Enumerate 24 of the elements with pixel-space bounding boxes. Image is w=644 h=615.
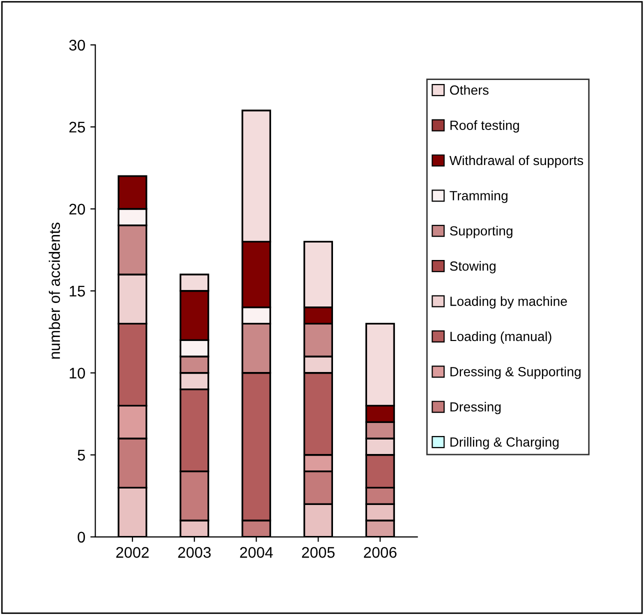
y-tick-label: 5 [78, 450, 85, 461]
legend-label: Stowing [450, 261, 496, 274]
y-tick-label: 10 [70, 368, 85, 379]
legend-label: Loading by machine [450, 296, 567, 309]
legend-label: Roof testing [450, 120, 519, 133]
x-tick-label: 2006 [364, 547, 396, 558]
legend-label: Supporting [450, 226, 512, 238]
legend-label: Dressing [450, 402, 501, 414]
y-tick-label: 25 [69, 122, 85, 133]
legend-label: Drilling & Charging [450, 437, 559, 450]
x-tick-label: 2005 [302, 547, 335, 558]
y-axis-title: number of accidents [48, 222, 60, 359]
x-tick-label: 2003 [178, 547, 211, 558]
x-tick-label: 2004 [240, 547, 273, 558]
legend-label: Withdrawal of supports [449, 155, 584, 168]
legend-label: Tramming [450, 190, 508, 203]
y-tick-label: 30 [69, 40, 85, 51]
y-tick-label: 15 [70, 286, 85, 297]
legend-label: Others [450, 85, 489, 95]
x-tick-label: 2002 [116, 547, 149, 558]
legend-label: Dressing & Supporting [450, 366, 581, 379]
y-tick-label: 0 [78, 532, 85, 543]
legend-label: Loading (manual) [450, 331, 552, 344]
y-tick-label: 20 [69, 204, 85, 215]
